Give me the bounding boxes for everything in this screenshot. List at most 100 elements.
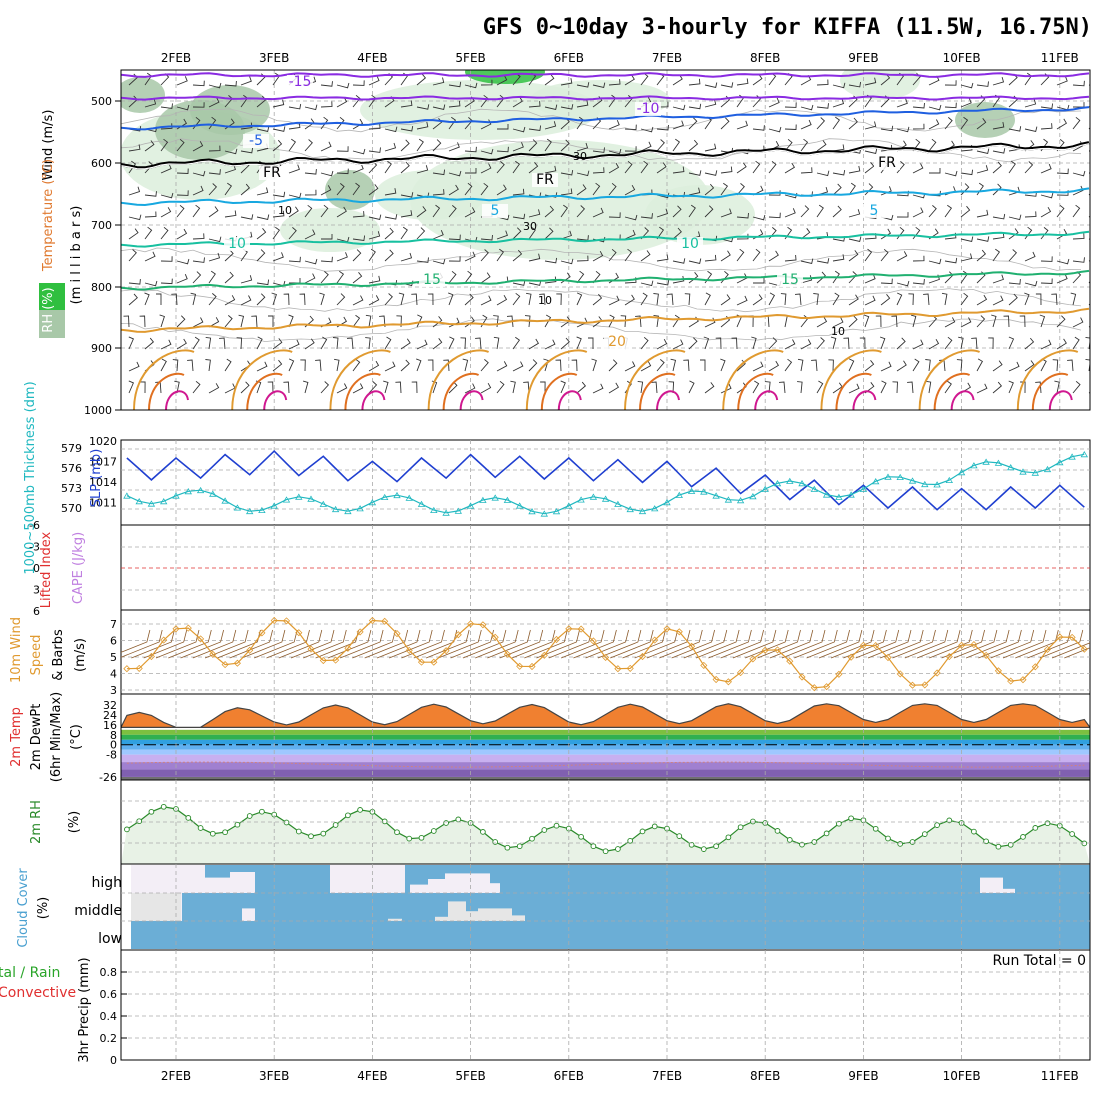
rh2m-point <box>481 830 486 835</box>
precip-run-total: Run Total = 0 <box>992 953 1086 969</box>
rh2m-point <box>149 809 154 814</box>
precip-tick-label: 0.4 <box>100 1010 118 1023</box>
cloud-level-middle: middle <box>74 903 122 919</box>
wind10m-barb <box>647 630 690 658</box>
wind10m-barb <box>340 630 383 658</box>
rh2m-point <box>542 828 547 833</box>
thickness-tick-label: 576 <box>61 462 82 475</box>
rh2m-point <box>530 836 535 841</box>
rh2m-point <box>922 832 927 837</box>
pressure-tick-label: 700 <box>91 219 112 232</box>
slp-thickness-lines <box>124 451 1087 516</box>
wind10m-barb <box>1003 630 1046 658</box>
rh2m-point <box>198 826 203 831</box>
wind10m-barb <box>1028 630 1071 658</box>
thickness-tick-label: 570 <box>61 502 82 515</box>
rh2m-point <box>456 817 461 822</box>
wind10m-barb <box>807 630 850 658</box>
pressure-tick-label: 800 <box>91 281 112 294</box>
contour-label: 30 <box>573 150 587 163</box>
wind10m-barb <box>794 630 837 658</box>
temp2m-panel: 32241680-8 -26 2m Temp 2m DewPt (6hr Min/… <box>9 692 1090 784</box>
cloud-clear-high <box>205 878 230 893</box>
wind10m-barb <box>758 630 801 658</box>
cloud-clear-high <box>428 879 445 893</box>
rh2m-point <box>579 834 584 839</box>
rh2m-point <box>775 829 780 834</box>
rh2m-point <box>677 834 682 839</box>
rh2m-point <box>701 847 706 852</box>
contour-label: -5 <box>249 133 263 149</box>
date-label-bottom: 3FEB <box>259 1069 289 1083</box>
rh2m-point <box>787 838 792 843</box>
minmax-label: (6hr Min/Max) <box>49 692 64 782</box>
rh2m-units-label: (%) <box>67 811 82 834</box>
wind10m-barb <box>119 630 162 658</box>
wind10m-barb <box>880 630 923 658</box>
cloud-clear-high <box>980 878 1003 893</box>
wind10m-barb <box>770 630 813 658</box>
rh2m-point <box>726 835 731 840</box>
rh2m-point <box>431 829 436 834</box>
pressure-tick-label: 900 <box>91 342 112 355</box>
wind10m-units-label: (m/s) <box>73 638 88 672</box>
rh2m-point <box>996 844 1001 849</box>
wind10m-tick-label: 4 <box>110 668 117 681</box>
wind10m-barb <box>230 630 273 658</box>
wind10m-barb <box>733 630 776 658</box>
contour-label: -10 <box>637 101 660 117</box>
wind10m-barb <box>438 630 481 658</box>
pressure-tick-label: 600 <box>91 157 112 170</box>
wind10m-barb <box>328 630 371 658</box>
rh2m-point <box>505 845 510 850</box>
rh2m-point <box>395 830 400 835</box>
contour-label: FR <box>878 155 896 171</box>
contour-label: 15 <box>781 272 799 288</box>
date-label-bottom: 6FEB <box>554 1069 584 1083</box>
rh2m-point <box>444 821 449 826</box>
cloud-panel: high middle low Cloud Cover (%) <box>16 864 1090 950</box>
slp-frame <box>121 440 1090 525</box>
slp-grid <box>121 440 1090 525</box>
rh2m-point <box>210 831 215 836</box>
stability-frame <box>121 525 1090 610</box>
dewpt2m-label: 2m DewPt <box>29 704 44 771</box>
cloud-clear-middle <box>448 901 466 921</box>
rh2m-point <box>812 840 817 845</box>
rh2m-point <box>714 844 719 849</box>
rh2m-point <box>296 829 301 834</box>
upper-rh-label: RH (%) <box>41 287 56 332</box>
cloud-clear-high <box>131 865 205 893</box>
wind10m-barb <box>193 630 236 658</box>
contour-label: 10 <box>278 204 292 217</box>
temp2m-band <box>121 745 1090 750</box>
temp2m-warm-area <box>121 704 1090 728</box>
contour-label: FR <box>536 172 554 188</box>
contour-label: 20 <box>608 334 626 350</box>
thickness-point <box>124 493 130 498</box>
precip-axis: 0.80.60.40.20 <box>100 966 128 1067</box>
wind10m-barb <box>414 630 457 658</box>
precip-frame <box>121 950 1090 1060</box>
contour-label: FR <box>263 165 281 181</box>
temp2m-band <box>121 730 1090 735</box>
pressure-tick-label: 500 <box>91 95 112 108</box>
date-axis-top: 2FEB 3FEB 4FEB 5FEB 6FEB 7FEB 8FEB 9FEB 10FEB 11F… <box>161 51 1079 65</box>
pressure-axis: 5006007008009001000 <box>84 95 121 417</box>
precip-tick-label: 0 <box>110 1054 117 1067</box>
rh2m-point <box>886 836 891 841</box>
rh2m-point <box>824 831 829 836</box>
date-axis-bottom: 2FEB 3FEB 4FEB 5FEB 6FEB 7FEB 8FEB 9FEB 10FEB 11F… <box>161 1069 1079 1083</box>
rh2m-point <box>591 844 596 849</box>
rh2m-point <box>493 840 498 845</box>
wind10m-barb <box>144 630 187 658</box>
cloud-clear-high <box>1003 889 1015 893</box>
wind10m-panel: 76543 10m Wind Speed & Barbs (m/s) <box>9 610 1100 697</box>
rh2m-point <box>358 808 363 813</box>
cloud-clear-high <box>410 885 428 893</box>
precip-tick-label: 0.8 <box>100 966 118 979</box>
date-label-bottom: 5FEB <box>455 1069 485 1083</box>
temp2m-tick-label: -8 <box>106 749 117 762</box>
wind10m-barb <box>1052 630 1095 658</box>
wind10m-axis: 76543 <box>110 618 117 697</box>
